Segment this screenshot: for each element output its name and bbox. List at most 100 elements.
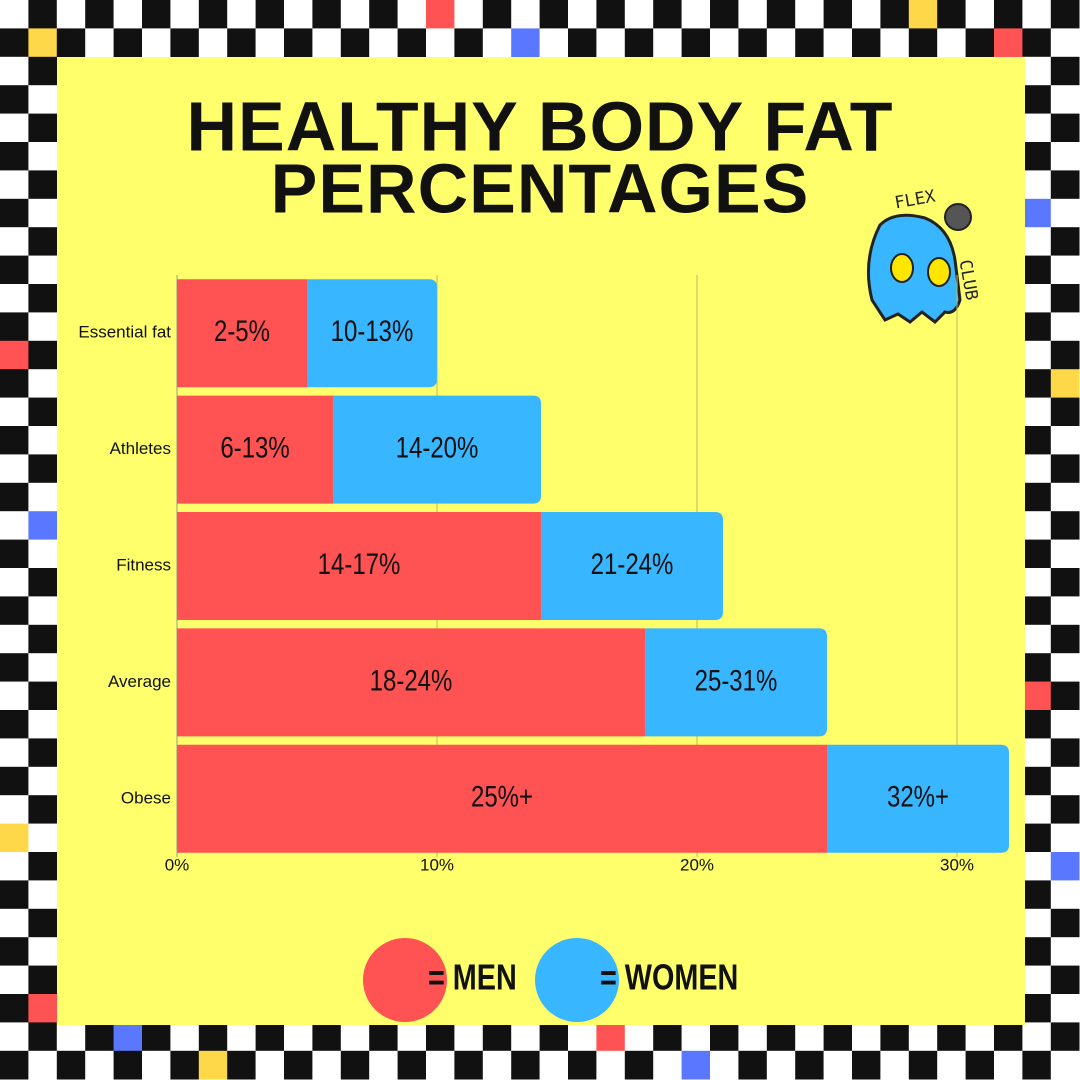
checker-square <box>994 1050 1023 1080</box>
checker-square <box>624 0 654 29</box>
checker-square <box>738 1050 768 1080</box>
checker-square <box>511 28 540 58</box>
checker-square <box>454 1022 484 1052</box>
checker-square <box>1050 426 1080 455</box>
checker-square <box>56 1050 86 1080</box>
checker-square <box>482 1050 512 1080</box>
bar-segment <box>307 279 437 388</box>
checker-square <box>28 795 58 824</box>
plot: 0% 10% 20% 30% Essential fat 2-5% 10-13% Athlet… <box>78 275 1009 1022</box>
checker-square <box>85 1022 114 1052</box>
checker-square <box>738 28 768 58</box>
checker-square <box>0 568 29 597</box>
checker-square <box>0 795 29 824</box>
value-label: 32%+ <box>887 779 949 813</box>
logo-weight <box>944 203 972 231</box>
checker-square <box>284 0 313 29</box>
checker-square <box>1022 1022 1052 1052</box>
checker-square <box>1022 823 1052 853</box>
checker-square <box>0 965 29 995</box>
checker-square <box>0 340 29 370</box>
checker-square <box>0 198 29 228</box>
checker-square <box>426 0 455 29</box>
checker-square <box>965 1050 995 1080</box>
checker-square <box>113 0 143 29</box>
checker-square <box>1022 568 1052 597</box>
checker-square <box>113 1022 143 1052</box>
checker-square <box>312 0 342 29</box>
bar-segment <box>177 395 333 504</box>
checker-square <box>28 681 58 711</box>
checker-square <box>1022 596 1052 626</box>
checker-square <box>1050 880 1080 910</box>
checker-square <box>0 994 29 1023</box>
checker-square <box>312 1050 342 1080</box>
checker-square <box>823 1050 853 1080</box>
checker-square <box>28 255 58 285</box>
checker-square <box>198 28 228 58</box>
checker-square <box>766 0 796 29</box>
checker-square <box>0 113 29 143</box>
checker-square <box>1022 681 1052 711</box>
checker-square <box>1022 56 1052 86</box>
checker-square <box>28 766 58 796</box>
y-tick-label: Athletes <box>110 439 171 458</box>
checker-square <box>28 653 58 682</box>
checker-square <box>681 1050 711 1080</box>
checker-square <box>0 454 29 484</box>
value-label: 18-24% <box>370 663 453 697</box>
checker-square <box>397 1050 427 1080</box>
checker-square <box>0 908 29 938</box>
bar-segment <box>177 279 307 388</box>
checker-square <box>681 0 711 29</box>
checker-square <box>0 312 29 342</box>
checker-square <box>0 596 29 626</box>
checker-square <box>994 0 1023 29</box>
checker-square <box>539 0 569 29</box>
y-tick-label: Essential fat <box>78 323 171 342</box>
checker-square <box>0 653 29 682</box>
checker-square <box>28 426 58 455</box>
checker-square <box>28 482 58 512</box>
checker-square <box>539 1022 569 1052</box>
checker-square <box>1022 113 1052 143</box>
checker-square <box>511 1050 540 1080</box>
y-tick-label: Obese <box>121 788 171 807</box>
checker-square <box>1050 1050 1080 1080</box>
checker-square <box>624 1050 654 1080</box>
checker-square <box>852 1022 881 1052</box>
checker-square <box>908 1050 938 1080</box>
value-label: 14-17% <box>318 546 401 580</box>
checker-square <box>1050 738 1080 768</box>
checker-square <box>0 937 29 966</box>
checker-square <box>28 738 58 768</box>
checker-square <box>0 369 29 398</box>
checker-square <box>397 1022 427 1052</box>
value-label: 25%+ <box>471 779 533 813</box>
checker-square <box>0 539 29 569</box>
checker-square <box>1050 653 1080 682</box>
checker-square <box>397 28 427 58</box>
checker-square <box>426 28 455 58</box>
checker-square <box>113 1050 143 1080</box>
checker-square <box>1022 28 1052 58</box>
checker-square <box>1050 766 1080 796</box>
checker-square <box>28 227 58 256</box>
bar-segment <box>177 628 645 737</box>
checker-square <box>1050 681 1080 711</box>
checker-square <box>1050 795 1080 824</box>
checker-square <box>85 28 114 58</box>
checker-square <box>852 0 881 29</box>
checker-square <box>1050 568 1080 597</box>
checker-square <box>1022 965 1052 995</box>
checker-square <box>1050 624 1080 654</box>
checker-square <box>1022 880 1052 910</box>
checker-square <box>1022 738 1052 768</box>
bar-segment <box>827 744 1009 853</box>
chart-title: PERCENTAGES <box>271 149 810 227</box>
checker-square <box>0 85 29 114</box>
checker-square <box>28 710 58 739</box>
checker-square <box>1022 312 1052 342</box>
checker-square <box>539 1050 569 1080</box>
